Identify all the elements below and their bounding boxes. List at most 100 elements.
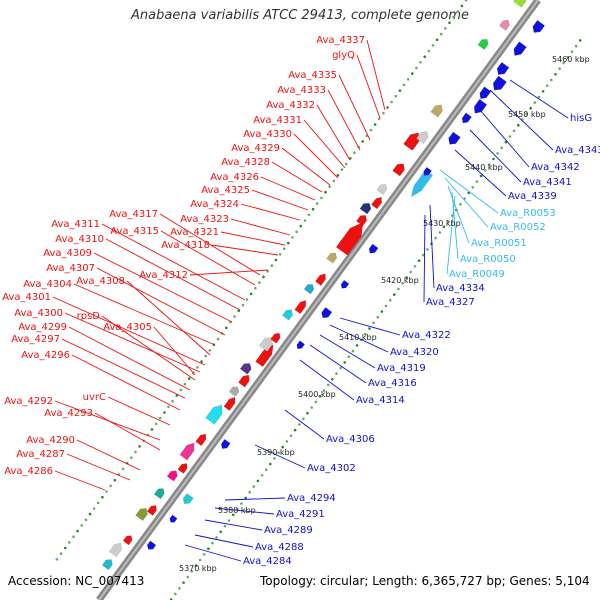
gene-label[interactable]: Ava_4319 — [377, 363, 426, 374]
gene-label[interactable]: uvrC — [83, 392, 106, 403]
gene-label[interactable]: Ava_4320 — [390, 347, 439, 358]
leader-line — [126, 280, 211, 356]
gene-label[interactable]: Ava_4316 — [368, 378, 417, 389]
leader-line — [319, 334, 376, 369]
leader-line — [96, 267, 226, 336]
gene-label[interactable]: Ava_4291 — [276, 509, 325, 520]
gene-feature — [368, 243, 379, 254]
leader-line — [329, 324, 389, 353]
gene-label[interactable]: Ava_4296 — [21, 350, 70, 361]
gene-label[interactable]: Ava_4297 — [11, 334, 60, 345]
gene-label[interactable]: Ava_4337 — [316, 35, 365, 46]
gc-dot — [413, 265, 417, 268]
gc-dot — [287, 241, 290, 245]
gc-dot — [55, 558, 59, 561]
gene-label[interactable]: Ava_4325 — [201, 185, 250, 196]
leader-line — [94, 412, 161, 451]
leader-line — [211, 244, 279, 256]
gene-label[interactable]: Ava_4335 — [288, 70, 337, 81]
gene-label[interactable]: Ava_4307 — [46, 263, 95, 274]
gc-dot — [298, 423, 301, 426]
gene-label[interactable]: Ava_4323 — [180, 214, 229, 225]
gene-label[interactable]: Ava_4305 — [103, 322, 152, 333]
gene-label[interactable]: Ava_4310 — [55, 234, 104, 245]
gc-dot — [566, 56, 570, 59]
gene-label[interactable]: Ava_R0052 — [490, 222, 546, 233]
gene-label[interactable]: Ava_4332 — [266, 100, 315, 111]
gc-dot — [216, 337, 220, 341]
gene-label[interactable]: Ava_4334 — [436, 283, 485, 294]
gc-dot — [578, 39, 582, 42]
gene-label[interactable]: Ava_4327 — [426, 297, 475, 308]
leader-line — [293, 133, 339, 179]
gene-feature — [477, 38, 489, 50]
gc-dot — [225, 326, 228, 330]
gene-label[interactable]: Ava_4330 — [243, 129, 292, 140]
gene-label[interactable]: hisG — [570, 113, 592, 124]
gc-dot — [158, 416, 162, 420]
gene-feature — [513, 0, 527, 8]
gene-label[interactable]: Ava_4306 — [326, 434, 375, 445]
gene-label[interactable]: Ava_4288 — [255, 542, 304, 553]
gc-dot — [285, 440, 289, 443]
gene-label[interactable]: Ava_4284 — [243, 556, 292, 567]
gene-label[interactable]: Ava_4328 — [221, 157, 270, 168]
gene-label[interactable]: Ava_4309 — [43, 248, 92, 259]
gc-dot — [262, 275, 265, 279]
gene-label[interactable]: Ava_4343 — [555, 145, 600, 156]
gene-label[interactable]: Ava_4294 — [287, 493, 336, 504]
gene-label[interactable]: Ava_R0049 — [449, 269, 505, 280]
gene-label[interactable]: Ava_4342 — [531, 162, 580, 173]
gene-label[interactable]: Ava_4292 — [4, 396, 53, 407]
gene-label[interactable]: Ava_4339 — [508, 191, 557, 202]
gene-label[interactable]: Ava_R0051 — [471, 238, 527, 249]
gene-feature — [532, 19, 546, 33]
gene-label[interactable]: rpsD — [77, 311, 101, 322]
gene-label[interactable]: Ava_4312 — [139, 270, 188, 281]
gc-dot — [554, 73, 557, 76]
gene-label[interactable]: Ava_4331 — [253, 115, 302, 126]
gene-label[interactable]: Ava_4318 — [161, 240, 210, 251]
gene-label[interactable]: Ava_R0053 — [500, 208, 556, 219]
gene-label[interactable]: Ava_4286 — [4, 466, 53, 477]
gene-label[interactable]: Ava_4290 — [26, 435, 75, 446]
gene-label[interactable]: Ava_4287 — [16, 449, 65, 460]
gene-label[interactable]: Ava_4308 — [76, 276, 125, 287]
gene-feature — [282, 309, 293, 321]
gene-label[interactable]: Ava_4300 — [14, 308, 63, 319]
gene-label[interactable]: Ava_4324 — [190, 199, 239, 210]
gc-dot — [186, 575, 189, 579]
gene-label[interactable]: glyQ — [332, 50, 355, 61]
gene-label[interactable]: Ava_4301 — [2, 292, 51, 303]
gc-dot — [570, 50, 574, 53]
gene-feature — [177, 463, 188, 474]
gene-feature — [195, 433, 207, 447]
gene-label[interactable]: Ava_4299 — [18, 322, 67, 333]
gene-label[interactable]: Ava_4322 — [402, 330, 451, 341]
gene-label[interactable]: Ava_4341 — [523, 177, 572, 188]
gene-label[interactable]: Ava_4289 — [264, 525, 313, 536]
gc-dot — [364, 332, 367, 336]
gc-dot — [394, 94, 398, 98]
gc-dot — [315, 202, 319, 205]
gene-label[interactable]: Ava_4311 — [51, 219, 100, 230]
gene-feature — [461, 112, 472, 124]
gene-label[interactable]: Ava_R0050 — [460, 254, 516, 265]
gene-label[interactable]: Ava_4293 — [44, 408, 93, 419]
gene-label[interactable]: Ava_4326 — [210, 172, 259, 183]
gene-label[interactable]: Ava_4315 — [110, 226, 159, 237]
gc-dot — [302, 417, 305, 421]
gene-label[interactable]: Ava_4321 — [170, 227, 219, 238]
gene-label[interactable]: Ava_4317 — [109, 209, 158, 220]
gene-feature — [228, 386, 240, 397]
gene-label[interactable]: Ava_4314 — [356, 395, 405, 406]
gc-dot — [134, 450, 137, 454]
gene-feature — [270, 332, 281, 344]
gene-label[interactable]: Ava_4333 — [277, 85, 326, 96]
gc-dot — [471, 186, 475, 189]
gene-label[interactable]: Ava_4304 — [23, 279, 72, 290]
gc-dot — [448, 21, 451, 25]
gene-label[interactable]: Ava_4302 — [307, 463, 356, 474]
gene-feature — [146, 540, 157, 550]
gene-label[interactable]: Ava_4329 — [231, 143, 280, 154]
